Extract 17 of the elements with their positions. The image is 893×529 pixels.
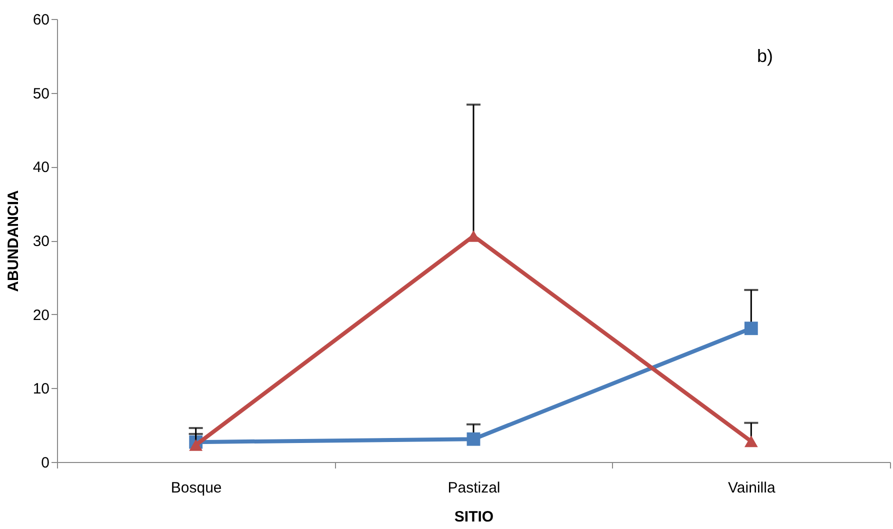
y-tick-label: 20 bbox=[32, 306, 50, 324]
annotation: b) bbox=[757, 46, 774, 66]
y-tick-label: 50 bbox=[32, 85, 50, 102]
y-axis-title: ABUNDANCIA bbox=[4, 190, 22, 292]
x-tick-label: Bosque bbox=[170, 480, 222, 496]
x-tick-label: Pastizal bbox=[448, 480, 500, 496]
point bbox=[744, 322, 758, 336]
y-tick-label: 40 bbox=[32, 159, 50, 176]
x-axis-title: SITIO bbox=[454, 508, 494, 526]
point bbox=[744, 436, 758, 448]
point bbox=[466, 432, 480, 446]
y-tick-label: 10 bbox=[32, 380, 50, 398]
y-tick-label: 0 bbox=[41, 454, 50, 472]
x-tick-label: Vainilla bbox=[728, 480, 776, 496]
y-tick-label: 30 bbox=[32, 233, 50, 250]
y-tick-label: 60 bbox=[32, 12, 50, 28]
point bbox=[189, 439, 203, 451]
